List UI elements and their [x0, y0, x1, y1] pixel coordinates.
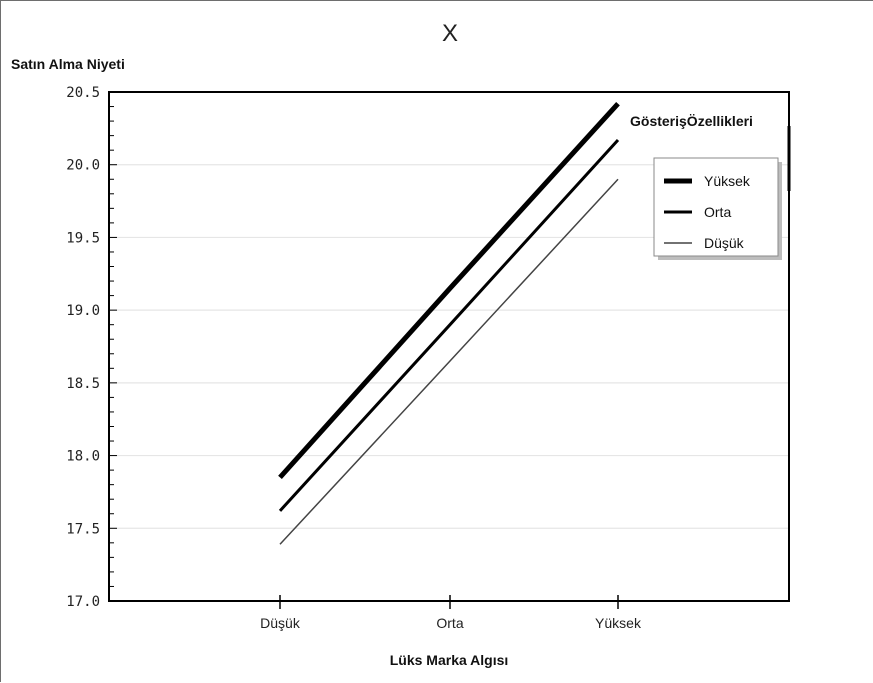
x-tick-label: Yüksek [595, 615, 642, 631]
y-tick-label: 19.0 [66, 303, 100, 319]
y-tick-label: 20.0 [66, 158, 100, 174]
x-tick-label: Düşük [260, 615, 301, 631]
y-tick-labels: 20.5 20.0 19.5 19.0 18.5 18.0 17.5 17.0 [66, 85, 100, 610]
y-tick-label: 20.5 [66, 85, 100, 101]
legend-items: Yüksek Orta Düşük [664, 173, 751, 251]
x-axis-label: Lüks Marka Algısı [390, 652, 509, 668]
y-axis-label: Satın Alma Niyeti [11, 56, 125, 72]
legend-label: Düşük [704, 235, 745, 251]
chart-title: X [442, 20, 458, 47]
y-tick-label: 18.0 [66, 449, 100, 465]
plot-border [108, 91, 790, 602]
legend-label: Yüksek [704, 173, 751, 189]
y-tick-label: 19.5 [66, 230, 100, 246]
x-tick-label: Orta [436, 615, 463, 631]
series-lines [278, 101, 620, 545]
series-line-1 [278, 101, 620, 480]
series-line-3 [279, 178, 619, 545]
y-tick-label: 18.5 [66, 376, 100, 392]
legend: Yüksek Orta Düşük [653, 157, 782, 260]
legend-title: GösterişÖzellikleri [630, 113, 753, 129]
y-tick-label: 17.5 [66, 521, 100, 537]
legend-label: Orta [704, 204, 731, 220]
series-line-2 [278, 138, 620, 512]
axes [108, 91, 790, 609]
legend-box [653, 157, 779, 257]
x-tick-labels: Düşük Orta Yüksek [260, 615, 642, 631]
y-tick-label: 17.0 [66, 594, 100, 610]
